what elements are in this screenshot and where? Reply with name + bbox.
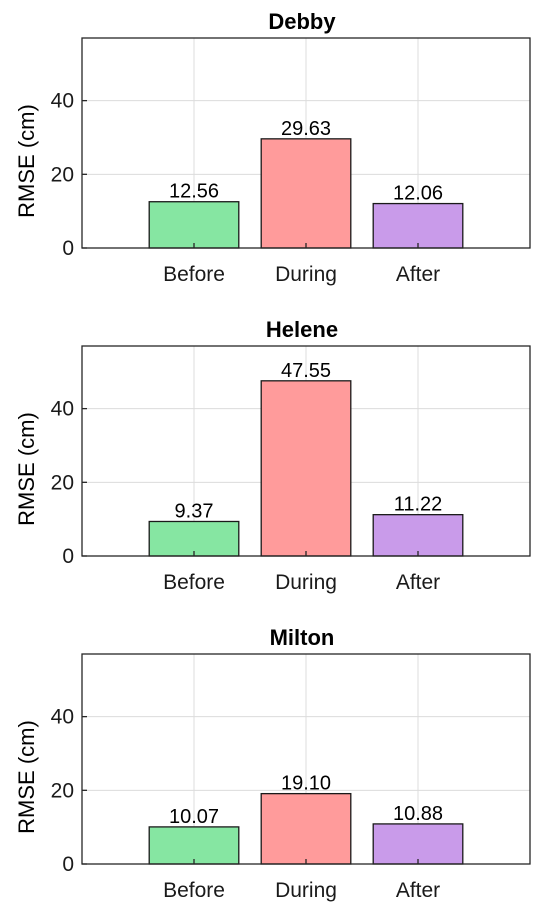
y-tick-label: 20 [51,471,74,494]
data-label: 10.88 [393,803,443,825]
data-label: 47.55 [281,360,331,382]
chart-title: Milton [270,625,335,650]
x-tick-label: After [396,879,440,902]
x-tick-label: During [275,571,337,594]
y-tick-label: 0 [62,853,74,876]
bar-before [148,826,240,865]
y-tick-label: 0 [62,545,74,568]
y-axis-label: RMSE (cm) [14,412,39,526]
data-label: 12.06 [393,183,443,205]
data-label: 11.22 [394,494,443,516]
x-tick-label: After [396,263,440,286]
data-label: 12.56 [169,181,219,203]
y-tick-label: 40 [51,706,74,729]
x-tick-label: During [275,879,337,902]
y-axis-label: RMSE (cm) [14,104,39,218]
x-tick-label: Before [163,263,225,286]
bar-during [260,792,352,865]
chart-panel-2: 9.37 47.55 11.22 0 20 40 Before During After Hele… [14,317,531,594]
y-axis-label: RMSE (cm) [14,720,39,834]
chart-title: Debby [268,9,336,34]
chart-panel-3: 10.07 19.10 10.88 0 20 40 Before During After Mil… [14,625,531,902]
x-tick-label: After [396,571,440,594]
x-tick-label: During [275,263,337,286]
y-tick-label: 20 [51,779,74,802]
bar-before [148,520,240,557]
bar-after [372,823,464,865]
y-tick-label: 0 [62,237,74,260]
data-label: 9.37 [175,500,214,522]
bar-before [148,201,240,249]
chart-title: Helene [266,317,338,342]
y-tick-label: 20 [51,163,74,186]
bar-during [260,138,352,249]
bar-after [372,202,464,249]
bar-after [372,514,464,557]
bar-during [260,380,352,557]
x-tick-label: Before [163,571,225,594]
y-tick-label: 40 [51,398,74,421]
data-label: 19.10 [281,773,331,795]
y-tick-label: 40 [51,90,74,113]
x-tick-label: Before [163,879,225,902]
data-label: 29.63 [281,118,331,140]
data-label: 10.07 [169,806,219,828]
chart-panel-1: 12.56 29.63 12.06 0 20 40 Before During After Deb… [14,9,531,286]
